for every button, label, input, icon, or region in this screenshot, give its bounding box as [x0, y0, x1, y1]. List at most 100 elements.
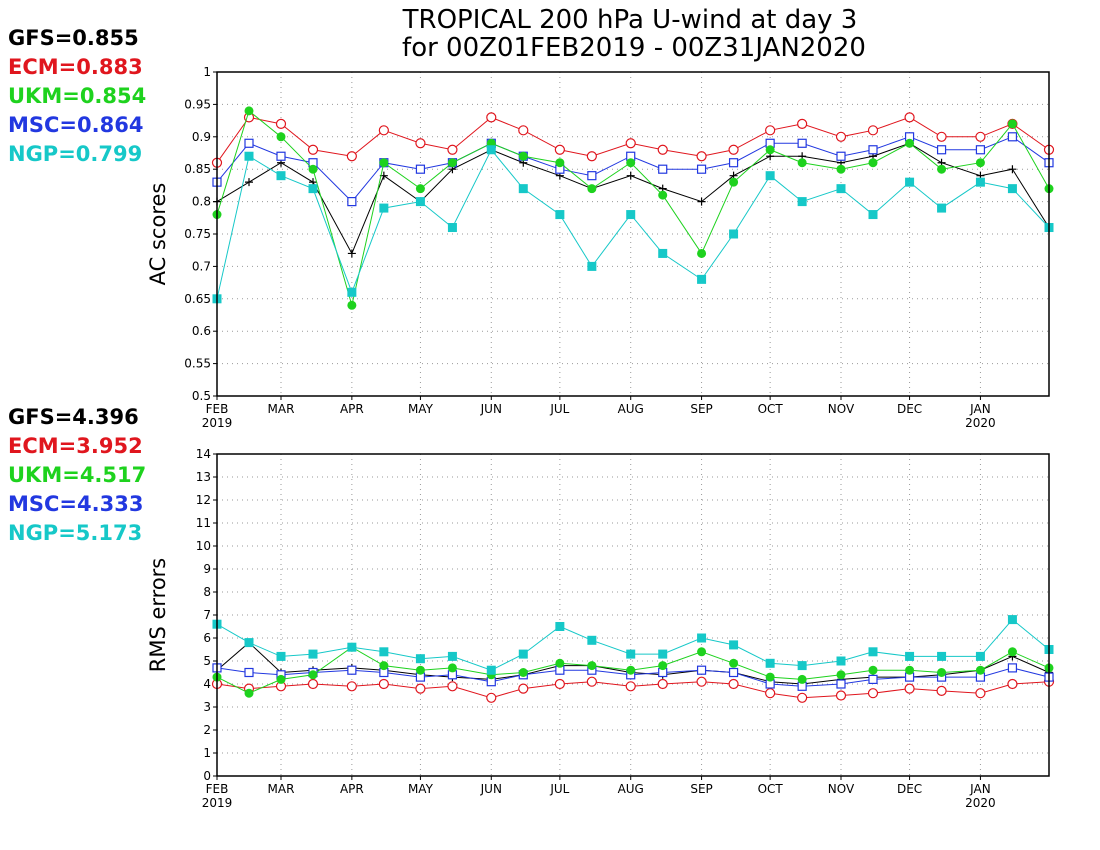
ac-point-ecm [625, 138, 636, 149]
ac-point-msc [696, 164, 707, 174]
ac-ytick-label: 1 [203, 65, 211, 79]
rms-point-ngp [244, 638, 254, 648]
rms-point-ngp [937, 651, 947, 661]
ac-point-msc [975, 145, 986, 155]
rms-xtick-label: OCT [758, 782, 784, 796]
ac-point-ukm [937, 164, 947, 174]
ac-point-ukm [415, 184, 425, 194]
ac-point-gfs [245, 178, 253, 187]
ac-point-ecm [696, 151, 707, 162]
rms-point-ngp [308, 649, 318, 659]
rms-series-ecm [211, 676, 1055, 703]
rms-point-ecm [696, 676, 707, 687]
rms-ytick-label: 6 [203, 631, 211, 645]
rms-xtick-label: FEB [206, 782, 229, 796]
ac-point-ukm [975, 158, 985, 168]
rms-point-ecm [797, 692, 808, 703]
ac-point-ngp [447, 223, 457, 233]
rms-xtick-label: JAN [969, 782, 991, 796]
rms-xtick-year: 2019 [202, 796, 233, 810]
ac-point-msc [797, 138, 807, 148]
rms-point-ecm [765, 688, 776, 699]
rms-point-ecm [586, 676, 597, 687]
rms-point-ngp [486, 665, 496, 675]
ac-xtick-year: 2020 [965, 416, 996, 430]
rms-legend-ukm: UKM=4.517 [8, 463, 147, 487]
ac-point-ukm [697, 248, 707, 258]
ac-point-ecm [346, 151, 357, 162]
ac-xtick-label: JAN [969, 402, 991, 416]
rms-point-ngp [697, 633, 707, 643]
rms-point-msc [868, 674, 878, 685]
ac-point-ngp [626, 210, 636, 220]
ac-point-ngp [658, 248, 668, 258]
rms-xtick-label: MAY [408, 782, 434, 796]
rms-point-ukm [244, 688, 254, 698]
rms-point-ecm [867, 688, 879, 699]
rms-point-msc [836, 679, 846, 689]
rms-xtick-label: SEP [690, 782, 712, 796]
ac-point-msc [836, 151, 846, 161]
ac-point-ukm [276, 132, 286, 142]
rms-point-ngp [347, 642, 357, 652]
ac-point-ecm [554, 144, 565, 155]
ac-point-ukm [555, 158, 565, 168]
rms-point-ecm [625, 681, 636, 692]
ac-point-ukm [626, 158, 636, 168]
rms-point-ecm [1007, 678, 1018, 690]
ac-point-msc [587, 171, 597, 181]
rms-point-ngp [797, 661, 807, 671]
ac-ytick-label: 0.75 [184, 227, 211, 241]
ac-xtick-label: AUG [618, 402, 644, 416]
rms-ytick-label: 12 [196, 493, 211, 507]
ac-xtick-label: DEC [897, 402, 922, 416]
rms-point-ecm [975, 688, 986, 699]
ac-point-ngp [555, 210, 565, 220]
rms-point-ngp [587, 635, 597, 645]
rms-ytick-label: 9 [203, 562, 211, 576]
ac-point-ngp [486, 145, 496, 155]
rms-point-ecm [307, 678, 319, 690]
ac-xtick-year: 2019 [202, 416, 233, 430]
rms-ylabel: RMS errors [146, 558, 170, 673]
rms-legend: GFS=4.396 ECM=3.952 UKM=4.517 MSC=4.333 … [8, 403, 146, 548]
ac-point-ngp [308, 184, 318, 194]
ac-point-msc [415, 164, 426, 174]
rms-ytick-label: 2 [203, 723, 211, 737]
ac-xtick-label: SEP [690, 402, 712, 416]
ac-point-msc [1007, 132, 1018, 142]
ac-point-ecm [765, 125, 776, 136]
ac-ytick-label: 0.95 [184, 97, 211, 111]
ac-ytick-label: 0.5 [192, 389, 211, 403]
rms-point-ecm [346, 681, 357, 692]
rms-xtick-label: NOV [828, 782, 855, 796]
rms-series-ngp [212, 615, 1054, 675]
rms-point-ngp [626, 649, 636, 659]
rms-point-ngp [415, 654, 425, 664]
ac-point-ngp [379, 203, 389, 213]
ac-point-ngp [697, 274, 707, 284]
rms-point-msc [1007, 663, 1018, 673]
ac-point-ngp [347, 287, 357, 297]
ac-ytick-label: 0.55 [184, 357, 211, 371]
ac-xtick-label: JUN [480, 402, 502, 416]
rms-point-msc [696, 665, 707, 675]
rms-legend-gfs: GFS=4.396 [8, 405, 139, 429]
rms-point-ukm [626, 665, 636, 675]
rms-point-ukm [447, 663, 457, 673]
rms-point-ngp [658, 649, 668, 659]
rms-ytick-label: 11 [196, 516, 211, 530]
ac-point-ngp [415, 197, 425, 207]
ac-point-ngp [1007, 184, 1017, 194]
ac-point-ecm [447, 144, 458, 155]
ac-point-ukm [518, 151, 528, 161]
rms-point-ukm [555, 658, 565, 668]
ac-point-ukm [308, 164, 318, 174]
ac-point-ukm [868, 158, 878, 168]
ac-plot-frame [216, 71, 1050, 397]
ac-point-gfs [1008, 165, 1017, 174]
ac-point-msc [868, 145, 878, 155]
rms-xtick-label: JUL [549, 782, 569, 796]
ac-point-ngp [518, 184, 528, 194]
ac-point-ukm [836, 164, 846, 174]
